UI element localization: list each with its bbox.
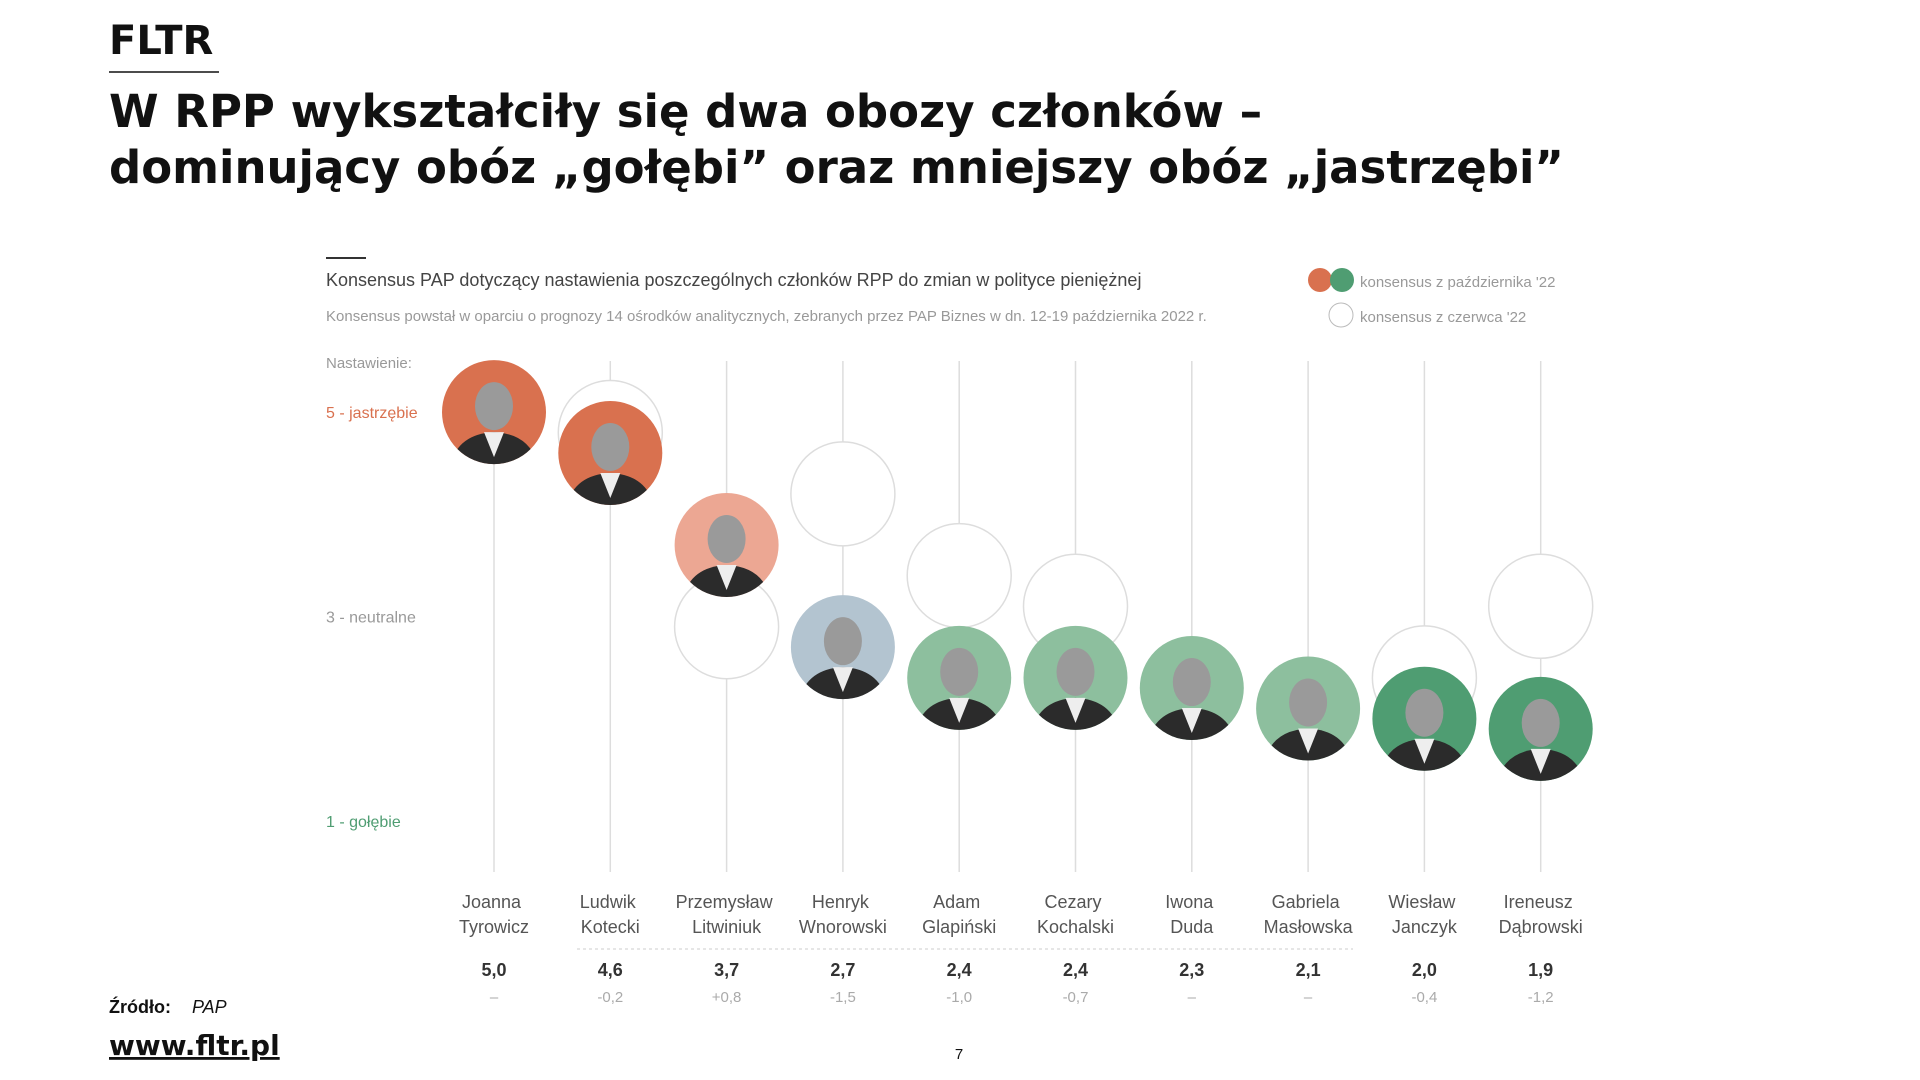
y-tick-label: 3 - neutralne [326,610,416,627]
change-label: +0,8 [712,989,742,1006]
portrait-head [940,647,979,696]
june-marker [1487,553,1594,660]
portrait-collar [832,667,853,693]
url: www.fltr.pl [109,1029,280,1062]
legend-label: konsensus z czerwca '22 [1360,309,1526,326]
portrait-head [1056,647,1095,696]
portrait-collar [1414,738,1435,764]
category-label: Iwona Duda [1165,892,1218,937]
value-label: 5,0 [481,960,506,980]
value-label: 1,9 [1528,960,1553,980]
y-tick-label: 5 - jastrzębie [326,405,418,422]
portrait-collar [1298,728,1319,754]
category-label: Gabriela Masłowska [1264,892,1354,937]
portrait-collar [716,564,737,590]
legend-marker [1308,268,1332,292]
legend-marker [1330,268,1354,292]
change-label: -0,4 [1411,989,1437,1006]
category-label: Wiesław Janczyk [1388,892,1460,937]
y-tick-label: 1 - gołębie [326,814,401,831]
portrait-collar [1530,748,1551,774]
portrait-head [1521,698,1560,747]
change-label: -1,2 [1528,989,1554,1006]
category-label: Ireneusz Dąbrowski [1499,892,1583,937]
chart-subtitle: Konsensus powstał w oparciu o prognozy 1… [326,308,1207,325]
source-label: Źródło: [109,996,171,1017]
y-axis-label: Nastawienie: [326,355,412,372]
portrait-head [1405,688,1444,737]
portrait-collar [484,432,504,458]
portrait-collar [1181,708,1202,734]
change-label: -1,0 [946,989,972,1006]
category-label: Henryk Wnorowski [799,892,887,937]
category-label: Cezary Kochalski [1037,892,1114,937]
portrait-head [1172,658,1211,707]
change-label: – [1188,989,1197,1006]
change-label: -0,2 [597,989,623,1006]
value-label: 3,7 [714,960,739,980]
portrait-head [591,422,630,471]
change-label: -1,5 [830,989,856,1006]
portrait-head [475,382,513,431]
portrait-collar [949,697,970,723]
portrait-collar [1065,697,1086,723]
value-label: 2,3 [1179,960,1204,980]
value-label: 2,4 [1063,960,1088,980]
june-marker [906,522,1012,629]
value-label: 2,0 [1412,960,1437,980]
change-label: -0,7 [1063,989,1089,1006]
slide-title: dominujący obóz „gołębi” oraz mniejszy o… [109,141,1564,194]
june-marker [790,441,896,547]
category-label: Joanna Tyrowicz [459,892,529,937]
legend-marker [1328,302,1354,328]
value-label: 2,7 [830,960,855,980]
slide-title: W RPP wykształciły się dwa obozy członkó… [109,85,1262,138]
change-label: – [1304,989,1313,1006]
value-label: 2,1 [1296,960,1321,980]
legend-label: konsensus z października '22 [1360,274,1555,291]
page-number: 7 [955,1046,963,1063]
category-label: Przemysław Litwiniuk [676,892,778,937]
chart-title: Konsensus PAP dotyczący nastawienia posz… [326,270,1141,290]
change-label: – [490,989,499,1006]
portrait-head [823,617,862,666]
portrait-collar [600,472,621,498]
portrait-head [707,514,746,563]
portrait-head [1289,678,1328,727]
category-label: Ludwik Kotecki [580,892,641,937]
value-label: 4,6 [598,960,623,980]
category-label: Adam Glapiński [922,892,996,937]
value-label: 2,4 [947,960,972,980]
source: PAP [192,997,227,1017]
brand: FLTR [109,18,213,64]
